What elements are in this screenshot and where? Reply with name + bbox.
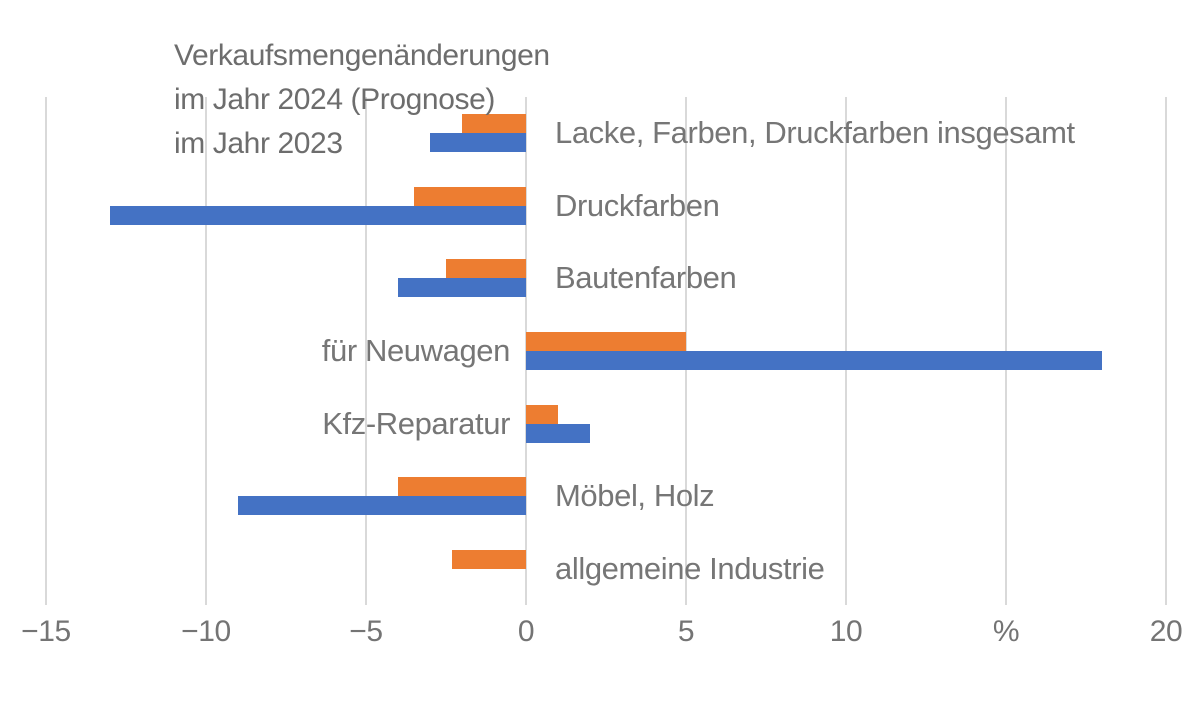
x-tick-label-0: 0 (517, 615, 535, 648)
gridline--15 (45, 97, 47, 605)
x-tick-label--15: −15 (21, 615, 71, 648)
bar-2023-row4 (526, 423, 590, 443)
bar-2023-row3 (526, 351, 1102, 370)
bar-2024-row3 (526, 332, 686, 351)
x-tick-label--5: −5 (349, 615, 383, 648)
bar-2023-row1 (110, 205, 526, 225)
bar-2024-row6 (452, 549, 526, 569)
category-label-row4: Kfz-Reparatur (322, 405, 510, 441)
bar-2024-row4 (526, 404, 558, 424)
category-label-row2: Bautenfarben (555, 260, 737, 296)
bar-2024-row2 (446, 259, 526, 279)
bar-2023-row0 (430, 133, 526, 153)
x-tick-label-15: % (992, 615, 1020, 648)
x-tick-label-20: 20 (1149, 615, 1183, 648)
x-tick-label-10: 10 (829, 615, 863, 648)
category-label-row1: Druckfarben (555, 187, 720, 223)
bar-2024-row0 (462, 114, 526, 134)
chart-title-line2-legend-2024: im Jahr 2024 (Prognose) (174, 83, 495, 116)
x-tick-label-5: 5 (677, 615, 695, 648)
x-tick-label--10: −10 (181, 615, 231, 648)
chart-title-line1: Verkaufsmengenänderungen (174, 39, 550, 72)
category-label-row3: für Neuwagen (321, 333, 511, 368)
bar-2024-row1 (414, 186, 526, 206)
category-label-row0: Lacke, Farben, Druckfarben insgesamt (555, 115, 1075, 151)
bar-2023-row2 (398, 278, 526, 298)
bar-2023-row5 (238, 496, 526, 516)
category-label-row5: Möbel, Holz (555, 478, 715, 514)
chart-title-block: Verkaufsmengenänderungen im Jahr 2024 (P… (174, 34, 550, 166)
gridline-20 (1165, 97, 1167, 605)
chart-title-line3-legend-2023: im Jahr 2023 (174, 127, 343, 160)
gridline--10 (205, 97, 207, 605)
bar-2024-row5 (398, 477, 526, 497)
category-label-row6: allgemeine Industrie (555, 550, 825, 586)
gridline--5 (365, 97, 367, 605)
